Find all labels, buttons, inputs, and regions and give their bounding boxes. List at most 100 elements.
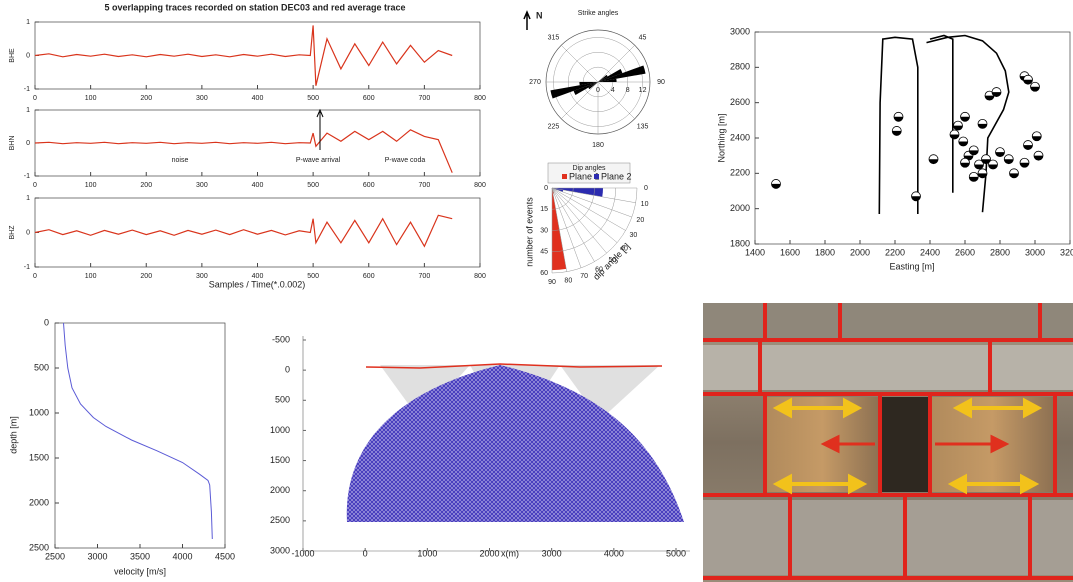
north-arrow — [524, 12, 530, 30]
x-tick-label: 200 — [140, 182, 152, 189]
rose-wedge — [598, 65, 646, 82]
y-tick-label: 1500 — [29, 452, 49, 462]
chart-title: Strike angles — [578, 10, 619, 17]
x-tick-label: 1600 — [780, 247, 800, 257]
event-fill — [1031, 87, 1040, 92]
event-fill — [892, 131, 901, 136]
y-tick-label: 2000 — [29, 497, 49, 507]
event-fill — [894, 117, 903, 122]
r-tick-label: 0 — [544, 185, 548, 192]
y-tick-label: 2800 — [730, 62, 750, 72]
x-tick-label: 800 — [474, 273, 486, 280]
y-axis-label: BHE — [9, 48, 16, 63]
annotation: noise — [172, 157, 189, 164]
x-tick-label: 200 — [140, 273, 152, 280]
y-tick-label: 2000 — [270, 485, 290, 495]
r-tick-label: 60 — [540, 270, 548, 277]
north-label: N — [536, 10, 543, 20]
axes-box — [35, 22, 480, 89]
angle-tick-label: 270 — [529, 79, 541, 86]
event-fill — [959, 142, 968, 146]
event-fill — [950, 134, 959, 139]
y-tick-label: -1 — [24, 86, 30, 93]
event-fill — [961, 117, 970, 122]
x-tick-label: 2800 — [990, 247, 1010, 257]
y-tick-label: 500 — [34, 362, 49, 372]
page: {"chart_data": [ {"type": "line", "title… — [0, 0, 1073, 582]
x-tick-label: 300 — [196, 182, 208, 189]
x-tick-label: 4000 — [172, 551, 192, 561]
x-tick-label: 0 — [33, 182, 37, 189]
angle-tick-label: 80 — [564, 277, 572, 284]
x-tick-label: 3000 — [1025, 247, 1045, 257]
trace — [35, 130, 452, 173]
x-tick-label: 2500 — [45, 551, 65, 561]
x-tick-label: 3500 — [130, 551, 150, 561]
x-tick-label: 500 — [307, 182, 319, 189]
annotation: P-wave coda — [385, 157, 426, 164]
event-fill — [985, 96, 994, 101]
annotation: P-wave arrival — [296, 157, 341, 164]
event-fill — [996, 152, 1005, 157]
y-tick-label: 2200 — [730, 168, 750, 178]
legend-swatch — [594, 174, 599, 179]
x-tick-label: 700 — [419, 95, 431, 102]
x-tick-label: 600 — [363, 95, 375, 102]
x-tick-label: 1800 — [815, 247, 835, 257]
event-fill — [1032, 136, 1041, 141]
y-tick-label: 3000 — [730, 26, 750, 36]
stone — [703, 500, 1073, 575]
event-fill — [989, 165, 998, 170]
x-tick-label: 4500 — [215, 551, 235, 561]
y-tick-label: 2400 — [730, 132, 750, 142]
x-tick-label: 400 — [252, 182, 264, 189]
x-tick-label: 700 — [419, 182, 431, 189]
y-tick-label: 1000 — [29, 407, 49, 417]
trace — [35, 215, 452, 246]
y-axis-label: BHZ — [9, 225, 16, 240]
x-tick-label: 2600 — [955, 247, 975, 257]
event-fill — [954, 126, 963, 131]
event-fill — [978, 124, 987, 129]
x-tick-label: 300 — [196, 95, 208, 102]
y-tick-label: 0 — [26, 229, 30, 236]
angle-tick-label: 90 — [548, 279, 556, 286]
r-tick-label: 45 — [540, 249, 548, 256]
y-tick-label: 0 — [44, 317, 49, 327]
x-tick-label: 3000 — [87, 551, 107, 561]
legend-label: Plane 2 — [601, 171, 632, 181]
y-tick-label: 1 — [26, 195, 30, 202]
r-tick-label: 15 — [540, 206, 548, 213]
axes-box — [35, 198, 480, 267]
angle-tick-label: 70 — [580, 273, 588, 280]
x-tick-label: 600 — [363, 273, 375, 280]
photo — [703, 303, 1073, 582]
well-path — [927, 36, 1009, 213]
y-tick-label: 1500 — [270, 455, 290, 465]
mesh — [347, 364, 684, 522]
angle-tick-label: 10 — [641, 201, 649, 208]
stone — [703, 303, 1073, 339]
y-tick-label: 500 — [275, 395, 290, 405]
well-path — [879, 37, 918, 214]
x-tick-label: 0 — [33, 95, 37, 102]
y-tick-label: 2500 — [270, 515, 290, 525]
event-fill — [1034, 156, 1043, 161]
angle-tick-label: 180 — [592, 142, 604, 149]
angle-tick-label: 30 — [630, 232, 638, 239]
event-fill — [969, 177, 978, 182]
angle-tick-label: 225 — [548, 123, 560, 130]
x-axis-label: x(m) — [501, 548, 519, 558]
x-tick-label: 100 — [85, 182, 97, 189]
angle-tick-label: 315 — [548, 34, 560, 41]
y-tick-label: 0 — [26, 52, 30, 59]
y-tick-label: 0 — [285, 365, 290, 375]
rose-wedge — [550, 82, 598, 99]
y-tick-label: 1 — [26, 107, 30, 114]
y-tick-label: 0 — [26, 140, 30, 147]
velocity-line — [64, 323, 213, 539]
y-tick-label: 1000 — [270, 425, 290, 435]
r-tick-label: 8 — [626, 87, 630, 94]
y-tick-label: 2500 — [29, 542, 49, 552]
event-fill — [772, 184, 781, 189]
